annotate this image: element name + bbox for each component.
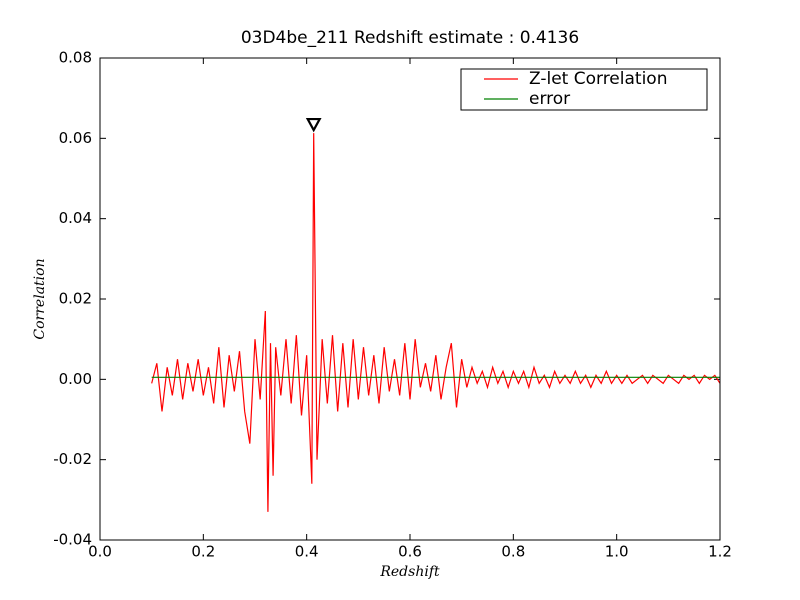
y-tick-label: 0.04 <box>59 209 92 227</box>
x-tick-label: 0.6 <box>398 543 422 561</box>
x-tick-label: 0.2 <box>191 543 215 561</box>
x-tick-label: 1.2 <box>708 543 732 561</box>
plot-frame <box>99 57 721 541</box>
y-tick-label: 0.00 <box>59 370 92 388</box>
legend-label: Z-let Correlation <box>529 69 667 89</box>
peak-marker <box>305 117 322 133</box>
y-tick-label: 0.08 <box>59 49 92 67</box>
y-tick-label: 0.02 <box>59 290 92 308</box>
x-tick-label: 0.4 <box>295 543 319 561</box>
x-tick-label: 1.0 <box>605 543 629 561</box>
legend-box <box>460 68 708 111</box>
y-tick-label: 0.06 <box>59 129 92 147</box>
legend-label: error <box>529 89 570 109</box>
x-axis-label: Redshift <box>379 564 440 580</box>
y-tick-label: -0.04 <box>53 531 92 549</box>
chart-title: 03D4be_211 Redshift estimate : 0.4136 <box>241 28 579 48</box>
x-tick-label: 0.0 <box>88 543 112 561</box>
y-tick-label: -0.02 <box>53 450 92 468</box>
y-axis-label: Correlation <box>32 258 48 339</box>
x-tick-label: 0.8 <box>501 543 525 561</box>
